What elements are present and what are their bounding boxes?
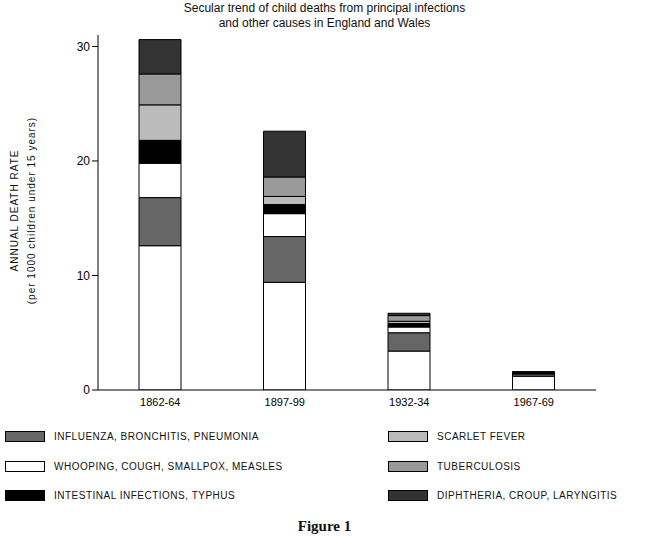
html-text:(per 1000 children under 15 ye: (per 1000 children under 15 years) [25,116,37,305]
html-text:DIPHTHERIA, CROUP, LARYNGITIS: DIPHTHERIA, CROUP, LARYNGITIS [437,490,618,501]
svg-text:1862-64: 1862-64 [140,396,180,408]
html-text:Figure 1: Figure 1 [297,518,352,534]
svg-text:30: 30 [77,40,91,54]
svg-text:1897-99: 1897-99 [265,396,305,408]
svg-text:0: 0 [83,383,90,397]
html-text:INFLUENZA, BRONCHITIS, PNEUMON: INFLUENZA, BRONCHITIS, PNEUMONIA [54,431,259,442]
html-text:ANNUAL DEATH RATE: ANNUAL DEATH RATE [8,149,20,272]
svg-text:20: 20 [77,154,91,168]
html-text:INTESTINAL INFECTIONS, TYPHUS: INTESTINAL INFECTIONS, TYPHUS [54,490,236,501]
html-text:and other causes in England an: and other causes in England and Wales [218,16,431,30]
svg-text:1932-34: 1932-34 [389,396,429,408]
html-text:WHOOPING, COUGH, SMALLPOX, MEA: WHOOPING, COUGH, SMALLPOX, MEASLES [54,461,283,472]
html-text:TUBERCULOSIS: TUBERCULOSIS [437,461,521,472]
html-text:Secular trend of child deaths: Secular trend of child deaths from princ… [183,1,466,15]
svg-text:1967-69: 1967-69 [514,396,554,408]
svg-text:10: 10 [77,269,91,283]
html-text:SCARLET FEVER: SCARLET FEVER [437,431,526,442]
